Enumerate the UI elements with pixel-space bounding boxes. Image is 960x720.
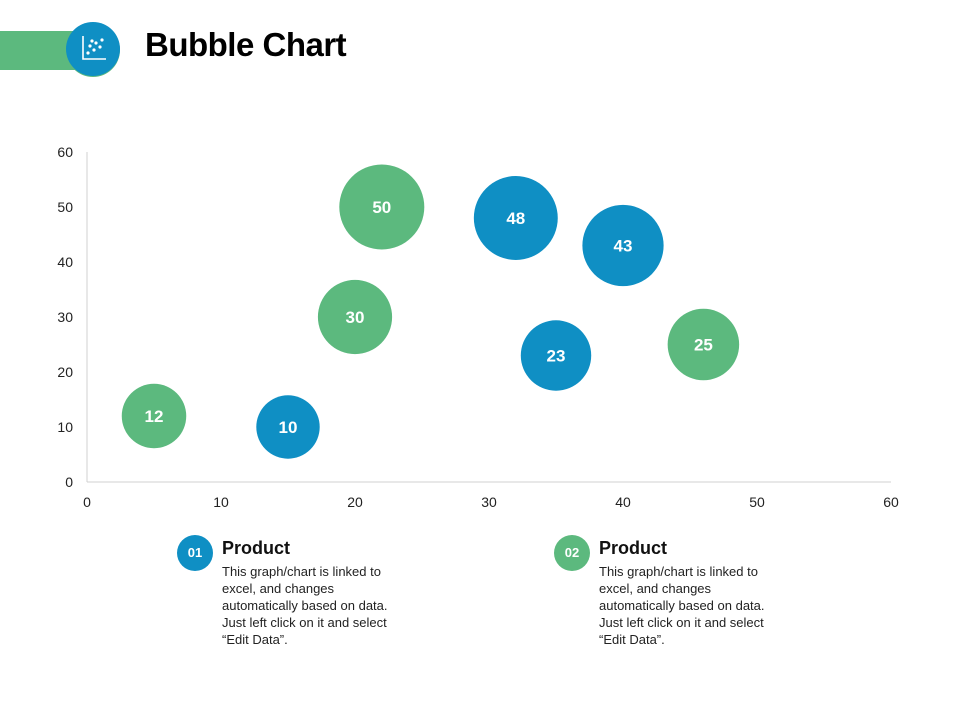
x-tick-label: 0: [83, 494, 91, 510]
x-tick-label: 50: [749, 494, 765, 510]
bubble: [667, 308, 740, 381]
bubble: [473, 176, 558, 260]
y-tick-label: 20: [57, 364, 73, 380]
bubble: [582, 204, 664, 287]
bubble: [317, 279, 393, 355]
y-tick-label: 30: [57, 309, 73, 325]
chart-bubbles: 12 10 30 50 48 23 43 25: [121, 164, 740, 459]
bubble: [339, 164, 425, 250]
x-tick-label: 20: [347, 494, 363, 510]
x-tick-label: 60: [883, 494, 899, 510]
bubble-label: 30: [346, 308, 365, 327]
x-tick-label: 30: [481, 494, 497, 510]
bubble: [520, 320, 592, 391]
legend-badge-01: 01: [177, 535, 213, 571]
bubble-label: 50: [372, 198, 391, 217]
legend-description-01: This graph/chart is linked to excel, and…: [222, 564, 388, 647]
legend-description-02: This graph/chart is linked to excel, and…: [599, 564, 765, 647]
bubble-label: 12: [145, 407, 164, 426]
x-tick-label: 10: [213, 494, 229, 510]
bubble-chart: 0 10 20 30 40 50 60 0 10 20 30 40 50 60 12 10 30 50 48 23 4…: [57, 144, 899, 510]
bubble-label: 25: [694, 336, 713, 355]
bubble: [121, 383, 187, 449]
bubble-label: 43: [614, 237, 633, 256]
y-tick-label: 50: [57, 199, 73, 215]
bubble: [256, 395, 320, 459]
legend-badge-02: 02: [554, 535, 590, 571]
bubble-label: 10: [279, 418, 298, 437]
x-tick-label: 40: [615, 494, 631, 510]
chart-axes: 0 10 20 30 40 50 60 0 10 20 30 40 50 60: [57, 144, 899, 510]
y-tick-label: 40: [57, 254, 73, 270]
page-title: Bubble Chart: [145, 26, 347, 63]
bubble-label: 23: [547, 347, 566, 366]
bubble-label: 48: [506, 209, 525, 228]
y-tick-label: 0: [65, 474, 73, 490]
scatter-chart-icon: [66, 22, 120, 76]
legend-title-01: Product: [222, 538, 291, 558]
y-tick-label: 60: [57, 144, 73, 160]
legend-title-02: Product: [599, 538, 668, 558]
y-tick-label: 10: [57, 419, 73, 435]
